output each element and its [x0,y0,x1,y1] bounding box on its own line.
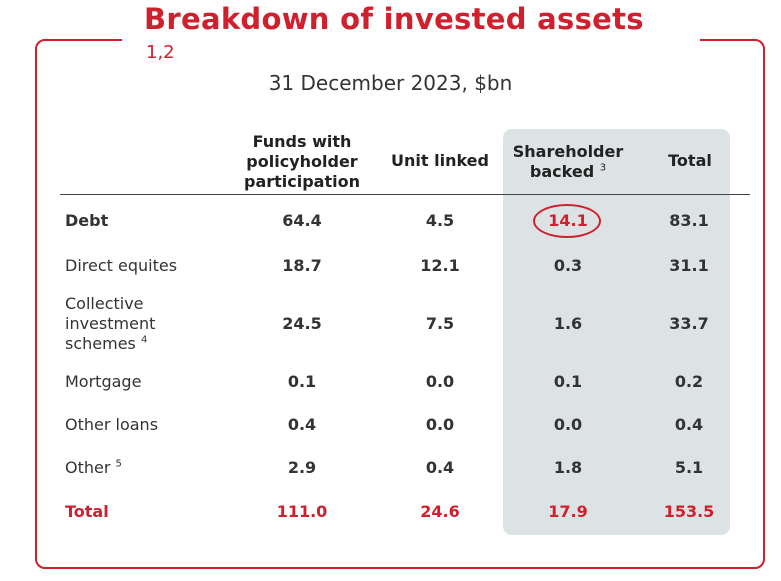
cell-mortgage-shareholder: 0.1 [553,372,583,391]
cell-loans-total: 0.4 [674,415,704,434]
slide-title: Breakdown of invested assets [144,2,644,36]
cell-debt-funds: 64.4 [282,211,322,230]
cell-other-unit: 0.4 [425,458,455,477]
highlight-circle [533,204,601,238]
cell-debt-shareholder: 14.1 [548,211,588,230]
row-label-other-text: Other [65,458,111,477]
header-shareholder-line2: backed [529,162,595,181]
cell-total-total: 153.5 [663,502,715,521]
cell-collective-unit: 7.5 [425,314,455,333]
header-unit-linked: Unit linked [391,151,489,170]
cell-equites-shareholder: 0.3 [553,256,583,275]
cell-collective-total: 33.7 [669,314,709,333]
row-label-mortgage: Mortgage [65,372,142,391]
title-gap [122,20,700,60]
header-total: Total [668,151,712,170]
cell-total-unit: 24.6 [420,502,460,521]
cell-loans-unit: 0.0 [425,415,455,434]
row-label-total: Total [65,502,109,521]
cell-total-shareholder: 17.9 [548,502,588,521]
cell-other-funds: 2.9 [287,458,317,477]
row-label-line2: investment [65,314,156,333]
footnote-ref-3: 3 [599,162,607,174]
row-label-collective-investment-schemes: Collective investment schemes 4 [65,294,155,354]
cell-mortgage-unit: 0.0 [425,372,455,391]
subtitle: 31 December 2023, $bn [268,71,513,95]
cell-other-total: 5.1 [674,458,704,477]
cell-loans-shareholder: 0.0 [553,415,583,434]
header-shareholder-line1: Shareholder [512,142,624,161]
cell-collective-funds: 24.5 [282,314,322,333]
row-label-line1: Collective [65,294,144,313]
header-funds-line2: policyholder [246,152,358,171]
footnote-ref-4: 4 [140,334,148,346]
cell-collective-shareholder: 1.6 [553,314,583,333]
footnote-ref-5: 5 [115,458,122,470]
cell-total-funds: 111.0 [276,502,328,521]
row-label-other: Other 5 [65,458,122,478]
cell-equites-total: 31.1 [669,256,709,275]
title-footnote-ref: 1,2 [146,42,175,63]
header-funds-line3: participation [243,172,360,191]
cell-debt-total: 83.1 [669,211,709,230]
row-label-direct-equites: Direct equites [65,256,178,275]
shareholder-highlight-column [503,129,730,535]
cell-other-shareholder: 1.8 [553,458,583,477]
header-shareholder-backed: Shareholder backed 3 [503,142,633,182]
row-label-debt: Debt [65,211,109,230]
cell-loans-funds: 0.4 [287,415,317,434]
cell-equites-unit: 12.1 [420,256,460,275]
cell-debt-unit: 4.5 [425,211,455,230]
cell-mortgage-funds: 0.1 [287,372,317,391]
header-rule [60,194,750,195]
row-label-line3: schemes [65,334,136,353]
cell-mortgage-total: 0.2 [674,372,704,391]
cell-equites-funds: 18.7 [282,256,322,275]
header-funds-with-policyholder-participation: Funds with policyholder participation [222,132,382,192]
row-label-other-loans: Other loans [65,415,159,434]
header-funds-line1: Funds with [252,132,352,151]
